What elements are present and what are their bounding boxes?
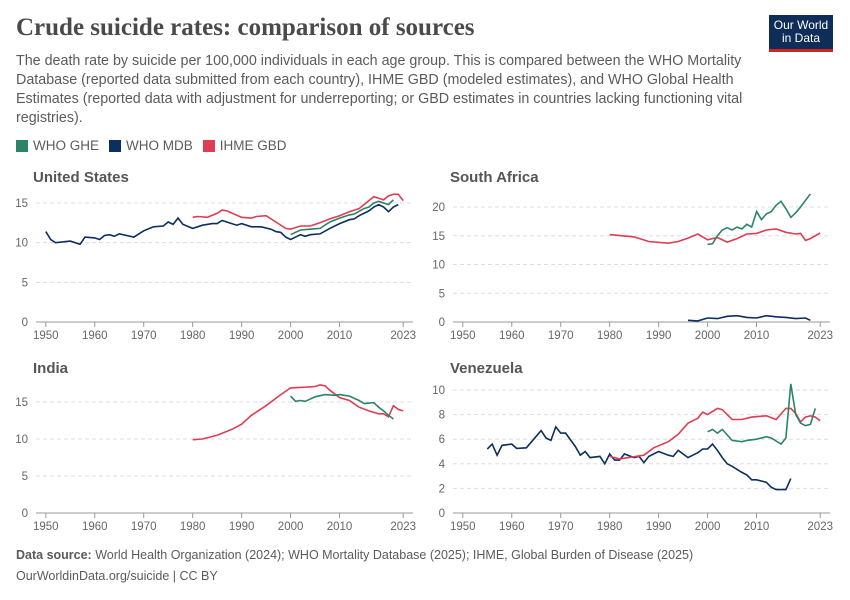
- y-tick-label: 10: [432, 260, 445, 272]
- legend-item-who-ghe[interactable]: WHO GHE: [16, 138, 99, 153]
- legend-item-ihme-gbd[interactable]: IHME GBD: [202, 138, 287, 153]
- x-tick-label: 1950: [33, 330, 59, 342]
- series-line-ihme-gbd: [192, 384, 404, 441]
- panel-title: South Africa: [450, 169, 539, 186]
- x-tick-label: 1950: [450, 521, 476, 533]
- y-tick-label: 20: [432, 202, 445, 214]
- y-tick-label: 5: [439, 288, 445, 300]
- x-tick-label: 2010: [327, 521, 353, 533]
- panel-title: Venezuela: [450, 360, 523, 377]
- x-tick-label: 2023: [390, 330, 416, 342]
- x-tick-label: 2023: [390, 521, 416, 533]
- series-line-who-mdb: [486, 425, 792, 491]
- y-tick-label: 10: [15, 238, 28, 250]
- x-tick-label: 2023: [807, 521, 833, 533]
- y-tick-label: 0: [439, 317, 445, 329]
- y-tick-label: 5: [22, 471, 28, 483]
- y-tick-label: 10: [15, 434, 28, 446]
- x-tick-label: 2010: [744, 521, 770, 533]
- y-tick-label: 0: [439, 508, 445, 520]
- y-tick-label: 15: [432, 231, 445, 243]
- subtitle: The death rate by suicide per 100,000 in…: [16, 53, 743, 126]
- x-tick-label: 2000: [278, 521, 304, 533]
- y-tick-label: 6: [439, 434, 445, 446]
- series-line-who-mdb: [45, 203, 399, 246]
- x-tick-label: 1960: [499, 521, 525, 533]
- series-line-who-mdb: [687, 314, 811, 322]
- y-tick-label: 15: [15, 397, 28, 409]
- legend: WHO GHE WHO MDB IHME GBD: [16, 138, 287, 153]
- y-tick-label: 10: [432, 385, 445, 397]
- series-line-ihme-gbd: [192, 193, 404, 231]
- y-tick-label: 0: [22, 317, 28, 329]
- x-tick-label: 1970: [131, 521, 157, 533]
- owid-logo[interactable]: Our World in Data: [769, 15, 833, 52]
- series-line-who-ghe: [707, 383, 817, 446]
- series-line-ihme-gbd: [609, 228, 821, 245]
- y-tick-label: 4: [439, 459, 446, 471]
- legend-swatch: [109, 139, 121, 152]
- x-tick-label: 1950: [450, 330, 476, 342]
- y-tick-label: 5: [22, 277, 28, 289]
- x-tick-label: 1990: [646, 521, 672, 533]
- x-tick-label: 2023: [807, 330, 833, 342]
- x-tick-label: 1990: [229, 521, 255, 533]
- x-tick-label: 1980: [597, 330, 623, 342]
- x-tick-label: 1980: [180, 521, 206, 533]
- x-tick-label: 1950: [33, 521, 59, 533]
- y-tick-label: 0: [22, 508, 28, 520]
- x-tick-label: 1960: [499, 330, 525, 342]
- y-tick-label: 8: [439, 410, 445, 422]
- series-line-who-ghe: [290, 393, 394, 420]
- source-text: World Health Organization (2024); WHO Mo…: [91, 548, 694, 562]
- x-tick-label: 1990: [646, 330, 672, 342]
- series-line-who-ghe: [290, 199, 394, 236]
- x-tick-label: 1990: [229, 330, 255, 342]
- legend-swatch: [16, 139, 28, 152]
- legend-item-who-mdb[interactable]: WHO MDB: [109, 138, 193, 153]
- x-tick-label: 1970: [548, 330, 574, 342]
- data-source: Data source: World Health Organization (…: [16, 548, 693, 562]
- legend-label: IHME GBD: [219, 138, 287, 153]
- y-tick-label: 2: [439, 483, 445, 495]
- series-line-who-ghe: [707, 193, 812, 246]
- footer-url[interactable]: OurWorldinData.org/suicide | CC BY: [16, 569, 218, 583]
- legend-swatch: [202, 139, 215, 152]
- legend-label: WHO MDB: [126, 138, 193, 153]
- panel-title: United States: [33, 169, 129, 186]
- x-tick-label: 1970: [548, 521, 574, 533]
- source-label: Data source:: [16, 548, 92, 562]
- x-tick-label: 2000: [278, 330, 304, 342]
- y-tick-label: 15: [15, 198, 28, 210]
- x-tick-label: 1970: [131, 330, 157, 342]
- x-tick-label: 2000: [695, 330, 721, 342]
- panel-title: India: [33, 360, 69, 377]
- x-tick-label: 2010: [327, 330, 353, 342]
- x-tick-label: 1960: [82, 330, 108, 342]
- legend-label: WHO GHE: [33, 138, 99, 153]
- x-tick-label: 1980: [180, 330, 206, 342]
- x-tick-label: 2000: [695, 521, 721, 533]
- page-title: Crude suicide rates: comparison of sourc…: [16, 14, 475, 41]
- x-tick-label: 2010: [744, 330, 770, 342]
- x-tick-label: 1980: [597, 521, 623, 533]
- x-tick-label: 1960: [82, 521, 108, 533]
